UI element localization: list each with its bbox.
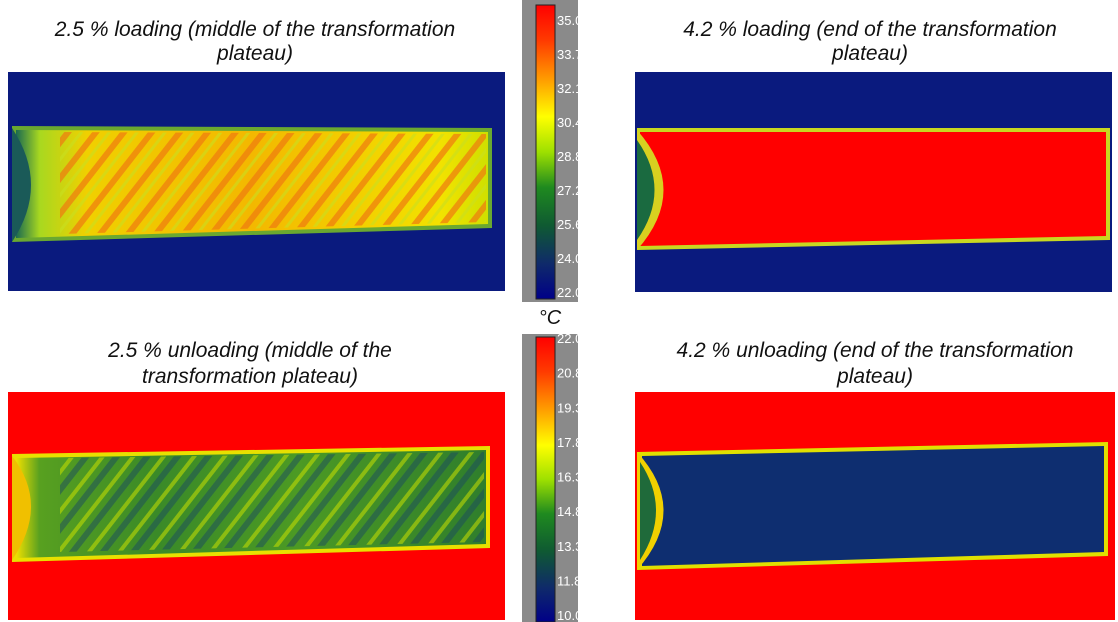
colorbar-label: 17.8 bbox=[557, 435, 582, 450]
colorbar-label: 16.3 bbox=[557, 470, 582, 485]
colorbar-label: 35.0 bbox=[557, 13, 582, 28]
colorbar-label: 22.0 bbox=[557, 285, 582, 300]
colorbar-label: 30.4 bbox=[557, 115, 582, 130]
colorbar-label: 19.3 bbox=[557, 400, 582, 415]
colorbar-label: 11.8 bbox=[557, 573, 581, 588]
figure: 2.5 % loading (middle of the transformat… bbox=[0, 0, 1118, 622]
colorbar-label: 32.1 bbox=[557, 81, 582, 96]
colorbar-label: 33.7 bbox=[557, 47, 582, 62]
colorbar-label: 10.0 bbox=[557, 608, 582, 622]
colorbar-label: 14.8 bbox=[557, 504, 582, 519]
panel-title: 2.5 % loading (middle of the transformat… bbox=[54, 18, 455, 41]
colorbar-label: 22.0 bbox=[557, 331, 582, 346]
unit-label: °C bbox=[539, 307, 562, 329]
colorbar-label: 27.2 bbox=[557, 183, 582, 198]
colorbar-label: 20.8 bbox=[557, 366, 582, 381]
panel-title: plateau) bbox=[831, 42, 908, 65]
panel-title: 4.2 % unloading (end of the transformati… bbox=[677, 339, 1074, 362]
page: 2.5 % loading (middle of the transformat… bbox=[0, 0, 1118, 622]
colorbar-label: 24.0 bbox=[557, 251, 582, 266]
thermal-image bbox=[635, 72, 1112, 292]
colorbar-label: 25.6 bbox=[557, 217, 582, 232]
thermal-image bbox=[8, 392, 505, 620]
panel-title: transformation plateau) bbox=[142, 365, 358, 388]
thermal-image bbox=[635, 392, 1115, 620]
panel-title: 4.2 % loading (end of the transformation bbox=[683, 18, 1057, 41]
panel-title: 2.5 % unloading (middle of the bbox=[107, 339, 392, 362]
colorbar-label: 28.8 bbox=[557, 149, 582, 164]
colorbar-label: 13.3 bbox=[557, 539, 582, 554]
panel-title: plateau) bbox=[836, 365, 913, 388]
thermal-image bbox=[8, 72, 505, 291]
panel-title: plateau) bbox=[216, 42, 293, 65]
